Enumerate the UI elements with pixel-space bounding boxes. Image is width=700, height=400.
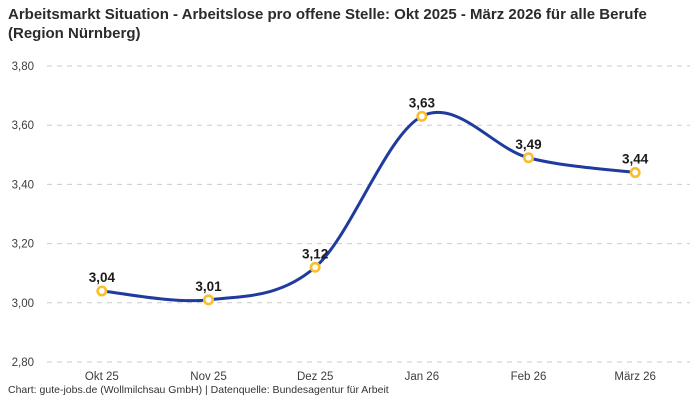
y-tick-label: 3,40 bbox=[12, 179, 34, 191]
y-tick-label: 3,20 bbox=[12, 239, 34, 251]
data-point-marker bbox=[522, 152, 534, 164]
y-tick-label: 3,80 bbox=[12, 61, 34, 73]
data-point-marker bbox=[203, 294, 215, 306]
x-tick-label: Okt 25 bbox=[85, 371, 119, 383]
data-point-label: 3,01 bbox=[195, 279, 222, 294]
data-point-label: 3,44 bbox=[622, 152, 649, 167]
x-tick-label: Nov 25 bbox=[190, 371, 226, 383]
data-point-marker bbox=[629, 167, 641, 179]
data-point-marker bbox=[416, 110, 428, 122]
series-line bbox=[100, 110, 637, 303]
x-tick-label: März 26 bbox=[614, 371, 656, 383]
y-tick-label: 2,80 bbox=[12, 357, 34, 369]
data-point-label: 3,63 bbox=[409, 95, 436, 110]
y-tick-label: 3,60 bbox=[12, 120, 34, 132]
data-point-label: 3,04 bbox=[89, 270, 116, 285]
x-tick-label: Feb 26 bbox=[511, 371, 547, 383]
x-tick-label: Jan 26 bbox=[405, 371, 440, 383]
y-tick-label: 3,00 bbox=[12, 298, 34, 310]
chart-credit: Chart: gute-jobs.de (Wollmilchsau GmbH) … bbox=[8, 384, 389, 396]
chart-title: Arbeitsmarkt Situation - Arbeitslose pro… bbox=[8, 6, 647, 42]
data-point-label: 3,12 bbox=[302, 246, 328, 261]
x-tick-label: Dez 25 bbox=[297, 371, 333, 383]
data-point-marker bbox=[96, 285, 108, 297]
data-point-label: 3,49 bbox=[515, 137, 541, 152]
data-point-marker bbox=[309, 261, 321, 273]
